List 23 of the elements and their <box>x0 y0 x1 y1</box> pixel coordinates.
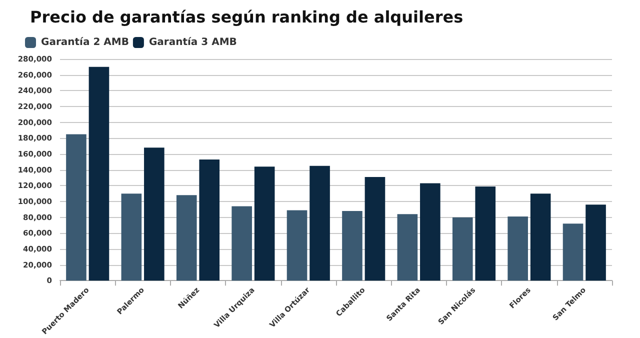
bar <box>199 160 220 281</box>
bar <box>286 210 308 281</box>
bar <box>397 214 418 281</box>
bar <box>66 134 86 281</box>
chart-title: Precio de garantías según ranking de alquileres <box>30 8 464 26</box>
bar <box>420 183 440 281</box>
bar <box>232 206 252 281</box>
legend-label: Garantía 3 AMB <box>148 37 237 48</box>
legend-label: Garantía 2 AMB <box>41 37 129 48</box>
bar <box>530 194 551 281</box>
bar <box>452 217 473 281</box>
bar <box>364 176 386 281</box>
bar <box>254 166 275 281</box>
bar <box>475 186 496 281</box>
bar <box>586 204 606 281</box>
bar <box>508 216 528 281</box>
bar <box>310 166 330 281</box>
bar <box>88 66 110 281</box>
bar <box>121 194 142 281</box>
bar <box>176 195 197 281</box>
bar <box>144 148 164 281</box>
bar <box>562 224 584 281</box>
bar <box>342 210 362 281</box>
